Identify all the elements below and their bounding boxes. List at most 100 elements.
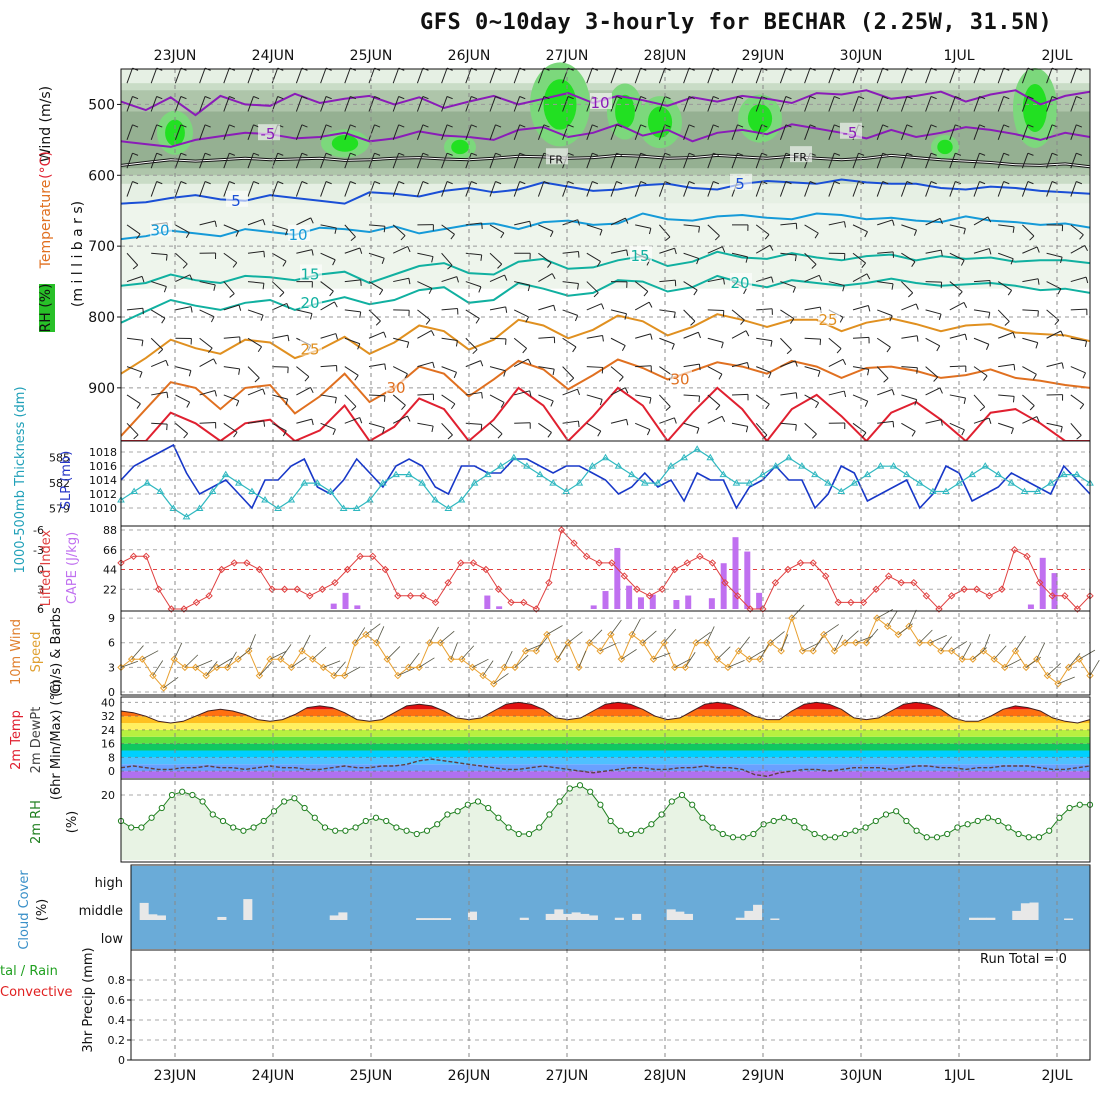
wind-barb-feather (765, 403, 770, 410)
li-point (167, 605, 176, 613)
wind-barb-feather (311, 419, 314, 426)
rh-point (831, 834, 839, 841)
wind-barb (223, 281, 235, 294)
wind-barb-feather (688, 96, 695, 100)
wind-barb-feather (842, 359, 847, 365)
wind-barb-feather (497, 263, 503, 269)
wind-barb-feather (743, 288, 747, 295)
li-point (859, 598, 868, 607)
wind-barb (586, 303, 602, 311)
contour-label-bg (300, 339, 322, 356)
rh-point (1076, 801, 1083, 808)
rh2m-label-a: 2m RH (29, 800, 44, 844)
isotherm-line (121, 123, 1090, 148)
temperature-line (120, 701, 1091, 724)
wind-barb (683, 181, 690, 197)
wind-speed-point (181, 663, 189, 672)
wind-barb (344, 224, 356, 238)
cloud-bar (554, 909, 564, 920)
wind-barb-feather (525, 316, 530, 323)
wind-barb (610, 124, 617, 141)
wind-barb-feather (500, 402, 505, 408)
wind-barb (223, 96, 230, 112)
wind-speed-point (351, 639, 359, 647)
li-point (696, 552, 704, 561)
contour-label: 5 (735, 175, 745, 193)
wind-barb-feather (577, 389, 580, 396)
wind-barb-feather (253, 96, 260, 100)
wind-barb-feather (955, 96, 962, 100)
wind-barb-feather (882, 152, 889, 156)
wind-barb-feather (867, 369, 870, 376)
wind-barb (804, 274, 820, 283)
wind10-barb (301, 634, 311, 652)
wind-barb (537, 124, 545, 141)
wind-barb-feather (933, 376, 939, 382)
wind-barb-feather (455, 340, 458, 347)
wind-barb (1022, 337, 1038, 344)
wind-barb (247, 281, 264, 284)
wind10-barb (525, 643, 543, 652)
cape-label: CAPE (J/kg) (65, 532, 80, 604)
wind-barb-feather (713, 96, 720, 100)
wind-barb (997, 152, 1005, 169)
wind-barb (416, 181, 424, 197)
wind-barb-feather (864, 231, 868, 238)
wind-barb-feather (132, 96, 139, 100)
li-point (897, 578, 905, 587)
wind-barb-feather (156, 181, 163, 185)
wind-barb (998, 394, 1015, 397)
wind-barb-feather (866, 273, 871, 280)
contour-label-bg (670, 369, 692, 386)
temp-ytick-label: 8 (108, 751, 115, 764)
cloud-bar (969, 917, 979, 920)
wind-barb-feather (431, 256, 434, 263)
wind-speed-point (937, 647, 945, 655)
cape-ytick-label: 88 (103, 524, 117, 537)
wind-barb-feather (1012, 226, 1015, 233)
wind-barb (489, 252, 503, 265)
wind-barb-feather (188, 370, 192, 377)
wind-barb (683, 422, 700, 429)
wind-barb-feather (988, 248, 992, 255)
wind-barb-feather (263, 251, 265, 258)
li-ytick-label: 3 (37, 583, 44, 596)
rh-point (403, 827, 410, 834)
wind-barb (586, 124, 593, 141)
wind-speed-point (308, 655, 317, 663)
thickness-point (405, 470, 413, 478)
wind-barb (562, 251, 579, 254)
cape-bar (614, 547, 621, 609)
wind-barb-feather (456, 276, 459, 283)
wind-barb (175, 224, 190, 234)
li-point (217, 565, 226, 574)
wind-barb-feather (204, 181, 211, 185)
wind10-barb (1057, 676, 1075, 685)
wind-speed-point (223, 663, 232, 672)
wind-barb-feather (892, 421, 895, 428)
thickness-line (120, 448, 1091, 518)
li-point (280, 585, 289, 593)
wind-barb-feather (964, 334, 968, 341)
wind-barb (174, 181, 182, 197)
wind-barb-feather (374, 96, 381, 100)
wind-barb (562, 219, 578, 226)
wind-speed-point (553, 655, 562, 663)
wind-speed-point (202, 671, 210, 680)
wind-barb (271, 422, 287, 432)
thickness-ytick-label: 579 (49, 502, 70, 515)
wind10-barb (780, 634, 789, 652)
wind-barb (320, 333, 337, 339)
wind-barb (223, 67, 230, 84)
wind-barb (828, 221, 845, 226)
rh-point (454, 808, 461, 815)
rh-point (189, 791, 196, 799)
wind-barb (973, 279, 990, 283)
cape-bar (330, 603, 337, 609)
wind-barb (804, 224, 819, 234)
rh-ytick-label: 20 (101, 789, 115, 802)
wind10-barb (493, 673, 509, 685)
thickness-point (379, 479, 387, 486)
wind-barb-feather (811, 263, 817, 269)
li-point (142, 552, 150, 561)
